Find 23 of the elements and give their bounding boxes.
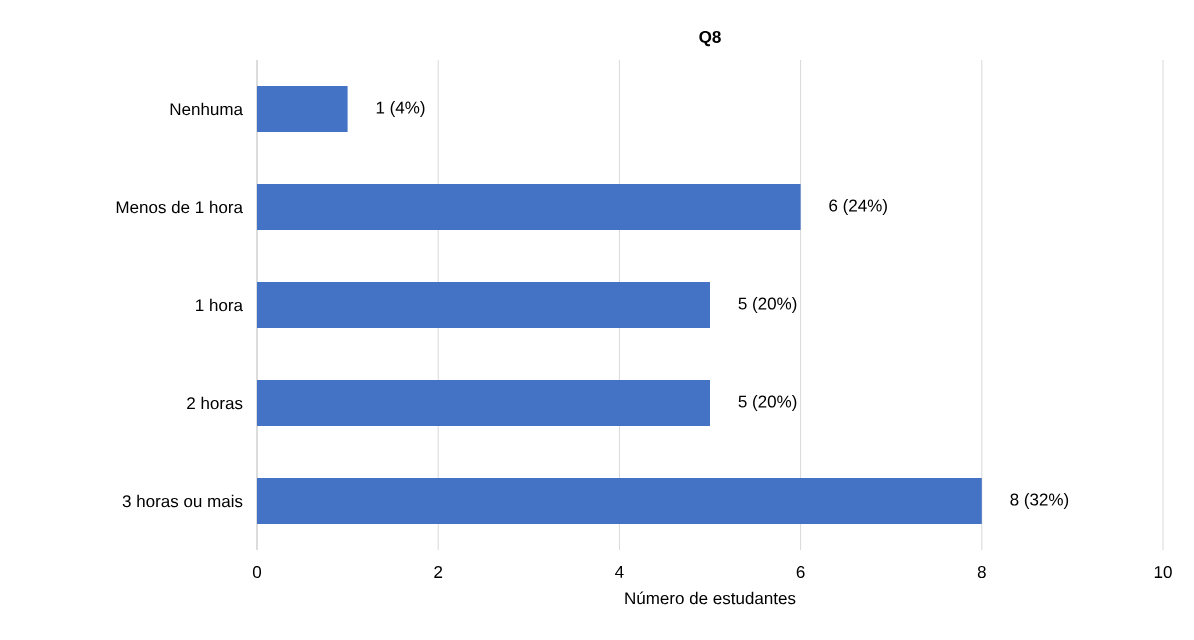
y-tick-label: 3 horas ou mais (122, 494, 243, 508)
x-tick-label: 2 (434, 566, 443, 578)
y-tick-label: 2 horas (187, 396, 243, 410)
y-tick-label: 1 hora (196, 298, 243, 312)
bar (257, 184, 801, 230)
x-tick-label: 4 (615, 566, 624, 578)
data-label: 6 (24%) (829, 199, 887, 215)
data-label: 8 (32%) (1010, 493, 1069, 509)
y-tick-label: Menos de 1 hora (116, 200, 243, 214)
data-label: 5 (20%) (738, 395, 797, 411)
y-tick-label: Nenhuma (170, 102, 243, 116)
bar (257, 282, 710, 329)
chart-title: Q8 (699, 30, 721, 47)
bar (257, 380, 710, 426)
x-tick-label: 10 (1154, 566, 1172, 579)
x-tick-label: 0 (252, 566, 262, 579)
x-tick-label: 8 (977, 566, 986, 579)
x-tick-label: 6 (796, 566, 805, 579)
bar (257, 478, 982, 525)
data-label: 1 (4%) (376, 101, 425, 117)
bar (257, 86, 348, 132)
x-axis-title: Número de estudantes (625, 591, 796, 605)
data-label: 5 (20%) (738, 297, 797, 313)
